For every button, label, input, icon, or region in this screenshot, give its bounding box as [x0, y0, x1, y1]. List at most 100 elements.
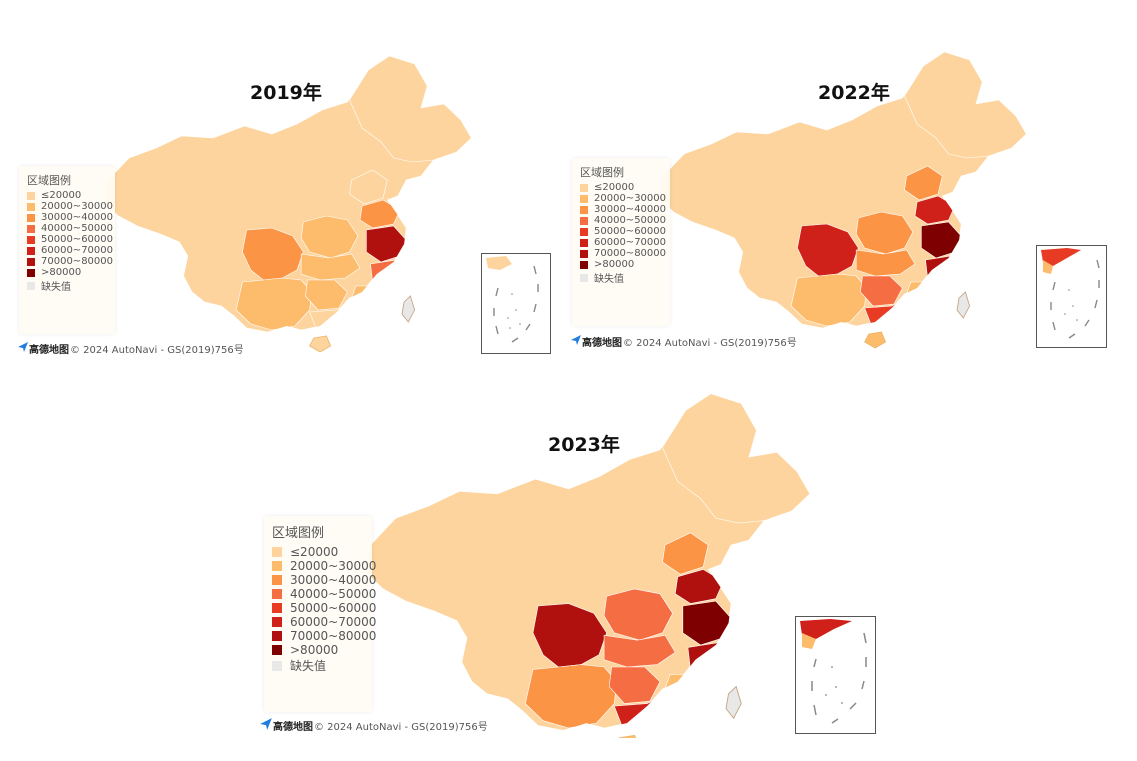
attribution-2019: 高德地图 © 2024 AutoNavi - GS(2019)756号 — [17, 341, 244, 356]
legend-item: 20000~30000 — [272, 559, 376, 573]
region-hubei — [603, 634, 676, 668]
region-hainan — [309, 335, 332, 352]
legend-swatch — [272, 561, 282, 571]
legend-label: 60000~70000 — [290, 615, 377, 629]
region-hunan — [860, 275, 903, 307]
legend-label: 缺失值 — [290, 659, 327, 673]
legend-swatch — [580, 194, 588, 203]
legend-swatch — [272, 645, 282, 655]
legend-item: 70000~80000 — [272, 629, 376, 643]
legend-swatch — [272, 547, 282, 557]
legend-item: >80000 — [580, 259, 662, 270]
region-central — [855, 211, 914, 255]
south-china-sea-islands-icon — [800, 619, 867, 724]
region-hebei — [662, 532, 709, 575]
legend-swatch — [580, 273, 588, 282]
region-yunnan-guizhou — [524, 664, 618, 729]
legend-item: 60000~70000 — [272, 615, 376, 629]
region-taiwan — [956, 291, 971, 319]
legend-label: ≤20000 — [41, 190, 82, 201]
region-sichuan — [797, 223, 859, 277]
legend-item: ≤20000 — [27, 190, 107, 201]
region-hubei — [855, 249, 916, 277]
gaode-logo-icon — [570, 334, 582, 349]
attribution-brand: 高德地图 — [273, 722, 313, 733]
legend-item: 缺失值 — [27, 278, 107, 293]
region-shandong — [359, 199, 401, 229]
legend-swatch — [27, 191, 35, 200]
legend-item: 60000~70000 — [580, 237, 666, 248]
legend-label: 70000~80000 — [41, 256, 114, 267]
legend-title: 区域图例 — [27, 174, 71, 187]
legend-item: 40000~50000 — [580, 215, 666, 226]
legend-swatch — [27, 246, 35, 255]
attribution-brand: 高德地图 — [29, 345, 69, 356]
south-china-sea-inset-2023 — [795, 616, 876, 734]
legend-swatch — [580, 260, 588, 269]
legend-swatch — [27, 268, 35, 277]
legend-label: 20000~30000 — [41, 201, 114, 212]
legend-label: >80000 — [290, 643, 339, 657]
legend-item: 30000~40000 — [272, 573, 376, 587]
legend-item: 70000~80000 — [580, 248, 666, 259]
region-sichuan — [242, 227, 304, 281]
region-hebei — [904, 165, 943, 201]
legend-item: 缺失值 — [272, 657, 364, 674]
legend-label: 50000~60000 — [290, 601, 377, 615]
legend-items: ≤20000 20000~30000 30000~40000 40000~50000 5… — [580, 182, 666, 285]
south-china-sea-inset-2022 — [1036, 245, 1107, 348]
legend-item: 40000~50000 — [272, 587, 376, 601]
legend-swatch — [272, 617, 282, 627]
legend-label: 20000~30000 — [594, 193, 667, 204]
region-northeast — [349, 56, 472, 163]
legend-swatch — [27, 257, 35, 266]
region-hubei — [300, 253, 361, 281]
legend-label: 30000~40000 — [41, 212, 114, 223]
region-northeast — [662, 393, 810, 524]
legend-swatch — [27, 235, 35, 244]
legend-label: 20000~30000 — [290, 559, 377, 573]
map-title: 2023年 — [548, 434, 620, 456]
legend-items: ≤20000 20000~30000 30000~40000 40000~50000 5… — [272, 545, 376, 674]
attribution-2022: 高德地图 © 2024 AutoNavi - GS(2019)756号 — [570, 334, 797, 349]
region-shandong — [674, 569, 724, 604]
region-hunan — [305, 279, 348, 311]
map-panel-2019: 2019年 — [62, 22, 492, 352]
legend-label: 缺失值 — [41, 282, 71, 293]
legend-item: 70000~80000 — [27, 256, 113, 267]
legend-item: 40000~50000 — [27, 223, 113, 234]
region-zhejiang — [370, 259, 403, 287]
legend-item: 缺失值 — [580, 270, 662, 285]
legend-swatch — [580, 216, 588, 225]
gaode-logo-icon — [17, 341, 29, 356]
legend-swatch — [580, 205, 588, 214]
legend-2022: 区域图例 ≤20000 20000~30000 30000~40000 40000~5… — [572, 158, 670, 326]
legend-swatch — [580, 238, 588, 247]
south-china-sea-islands-icon — [1041, 248, 1100, 339]
legend-item: ≤20000 — [580, 182, 662, 193]
map-panel-2023: 2023年 — [330, 358, 810, 738]
map-title: 2022年 — [818, 82, 890, 104]
legend-label: ≤20000 — [594, 182, 635, 193]
legend-swatch — [272, 603, 282, 613]
region-central — [603, 588, 674, 641]
legend-item: ≤20000 — [272, 545, 364, 559]
region-zhejiang — [925, 255, 958, 283]
region-hainan — [864, 331, 887, 349]
south-china-sea-islands-icon — [486, 256, 539, 343]
china-map-2023 — [364, 393, 810, 738]
legend-item: 20000~30000 — [580, 193, 666, 204]
legend-label: 40000~50000 — [41, 223, 114, 234]
legend-label: >80000 — [41, 267, 82, 278]
region-fujian — [906, 281, 943, 303]
legend-item: 50000~60000 — [27, 234, 113, 245]
region-hainan — [618, 734, 637, 738]
region-fujian — [664, 674, 709, 700]
legend-label: 70000~80000 — [594, 248, 667, 259]
legend-swatch — [580, 183, 588, 192]
legend-label: 缺失值 — [594, 274, 624, 285]
legend-label: 40000~50000 — [594, 215, 667, 226]
map-title: 2019年 — [250, 82, 322, 104]
region-central — [300, 215, 359, 259]
legend-item: 30000~40000 — [27, 212, 113, 223]
